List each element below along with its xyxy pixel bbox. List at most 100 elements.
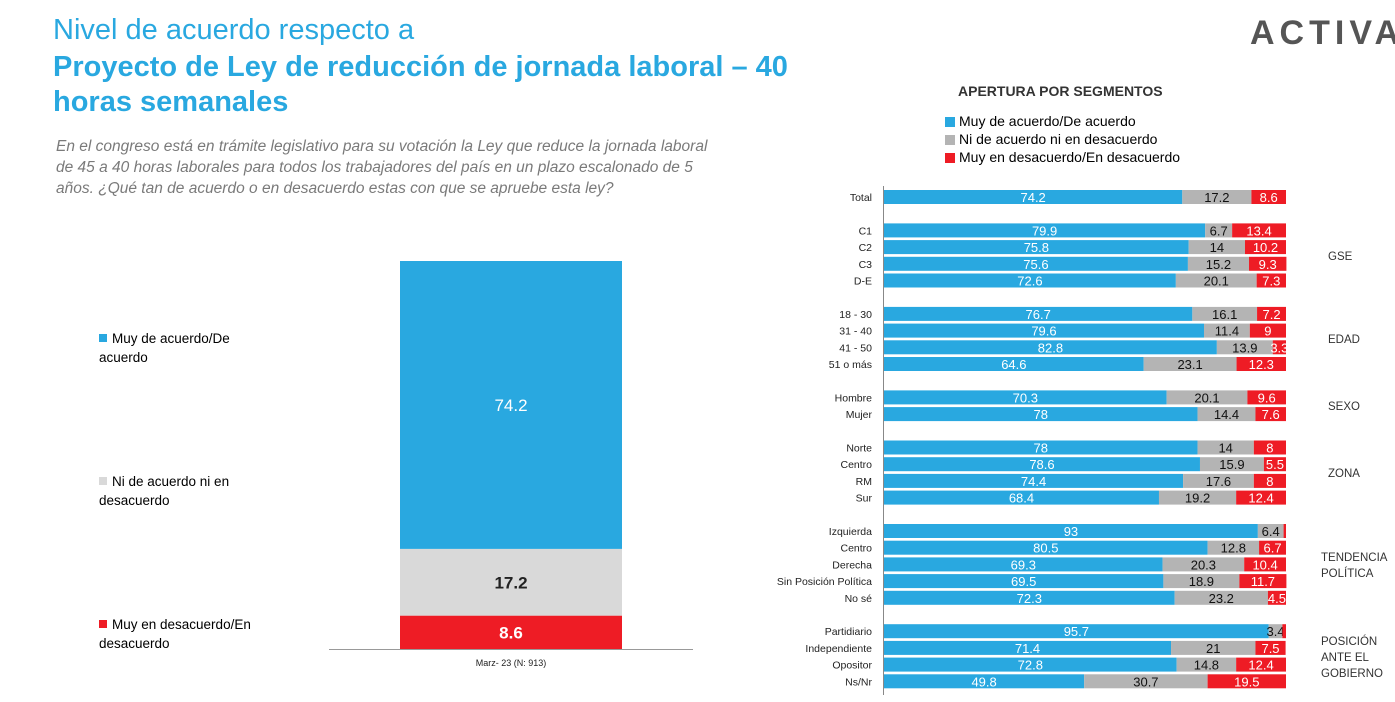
segment-row-label: Centro: [840, 459, 872, 471]
segment-value-label-agree: 79.6: [1031, 324, 1056, 339]
segment-bar-neutral: [1162, 557, 1245, 572]
segment-bar-agree: [884, 240, 1189, 255]
segment-value-label-agree: 68.4: [1009, 491, 1034, 506]
brand-logo: ACTIVA: [1250, 14, 1395, 52]
segments-legend-label-disagree: Muy en desacuerdo/En desacuerdo: [959, 149, 1181, 165]
segment-row-label: D-E: [854, 276, 872, 288]
segment-bar-agree: [884, 440, 1198, 455]
segment-value-label-neutral: 20.1: [1204, 274, 1229, 289]
segment-bar-neutral: [1143, 357, 1237, 371]
segment-bar-disagree: [1207, 674, 1286, 689]
segment-value-label-neutral: 17.6: [1206, 474, 1231, 489]
segment-value-label-disagree: 7.6: [1262, 407, 1280, 422]
segment-value-label-agree: 78.6: [1029, 457, 1054, 472]
segment-value-label-neutral: 6.4: [1262, 524, 1280, 539]
segment-value-label-neutral: 23.1: [1177, 357, 1202, 372]
segment-value-label-disagree: 12.4: [1248, 491, 1273, 506]
segment-bar-neutral: [1171, 640, 1256, 655]
segment-row-label: Ns/Nr: [845, 676, 872, 688]
segment-group-label: SEXO: [1328, 401, 1360, 414]
segment-value-label-disagree: 8.6: [1260, 190, 1278, 205]
segment-bar-disagree: [1249, 323, 1286, 338]
segment-value-label-agree: 93: [1064, 524, 1078, 539]
main-bar-label-neutral: 17.2: [494, 573, 527, 592]
segment-bar-agree: [884, 557, 1163, 572]
segment-row-label: 51 o más: [829, 359, 872, 371]
segment-group-label: GSE: [1328, 250, 1353, 263]
segment-value-label-disagree: 4.5: [1268, 591, 1286, 606]
segment-row-label: Norte: [846, 443, 872, 455]
segment-value-label-neutral: 15.2: [1206, 257, 1231, 272]
segment-bar-disagree: [1249, 256, 1287, 271]
segment-row-label: Mujer: [846, 409, 873, 421]
segments-legend-label-agree: Muy de acuerdo/De acuerdo: [959, 113, 1136, 129]
segment-bar-agree: [884, 407, 1198, 422]
segment-value-label-agree: 75.8: [1024, 240, 1049, 255]
main-bar-label-agree: 74.2: [494, 396, 527, 415]
segment-bar-disagree: [1259, 540, 1286, 555]
segments-legend-label-neutral: Ni de acuerdo ni en desacuerdo: [959, 131, 1158, 147]
legend-swatch-neutral: [99, 477, 107, 485]
segment-bar-neutral: [1203, 323, 1250, 338]
survey-question: En el congreso está en trámite legislati…: [56, 138, 708, 197]
segment-value-label-neutral: 20.3: [1191, 557, 1216, 572]
segment-value-label-disagree: 8: [1266, 474, 1273, 489]
segment-bar-agree: [884, 490, 1159, 505]
segment-bar-agree: [884, 473, 1184, 488]
segment-bar-disagree: [1256, 273, 1286, 288]
legend-label-disagree: Muy en desacuerdo/En desacuerdo: [99, 617, 251, 651]
segment-value-label-neutral: 14.4: [1214, 407, 1239, 422]
segment-bar-disagree: [1283, 524, 1286, 538]
segment-value-label-neutral: 30.7: [1133, 674, 1158, 689]
segment-row-label: Hombre: [835, 392, 873, 404]
title-line-2: Proyecto de Ley de reducción de jornada …: [53, 51, 788, 118]
main-category-label: Marz- 23 (N: 913): [476, 658, 547, 668]
segment-row-label: Centro: [840, 543, 872, 555]
main-legend-agree: Muy de acuerdo/De acuerdo: [99, 329, 279, 367]
segment-bar-agree: [884, 657, 1177, 672]
segment-value-label-agree: 80.5: [1033, 541, 1058, 556]
segment-bar-agree: [884, 590, 1175, 605]
segment-bar-disagree: [1244, 557, 1286, 572]
legend-label-neutral: Ni de acuerdo ni en desacuerdo: [99, 474, 230, 508]
segment-row-label: Independiente: [805, 643, 872, 655]
segment-bar-agree: [884, 190, 1183, 204]
segment-bar-disagree: [1232, 223, 1286, 238]
segment-value-label-neutral: 14: [1210, 240, 1224, 255]
segment-value-label-agree: 72.6: [1017, 274, 1042, 289]
segment-row-label: Izquierda: [829, 526, 872, 538]
segment-bar-agree: [884, 540, 1208, 555]
segments-title: APERTURA POR SEGMENTOS: [958, 83, 1163, 99]
segment-value-label-agree: 78: [1034, 407, 1048, 422]
segment-row-label: No sé: [845, 593, 873, 605]
segment-bar-neutral: [1174, 590, 1268, 605]
segment-value-label-agree: 76.7: [1026, 307, 1051, 322]
segment-row-label: Total: [850, 192, 872, 204]
segment-value-label-agree: 72.3: [1017, 591, 1042, 606]
segment-row-label: Sur: [856, 493, 873, 505]
segment-value-label-neutral: 6.7: [1210, 223, 1228, 238]
segment-bar-neutral: [1207, 540, 1260, 555]
segment-bar-agree: [884, 674, 1085, 689]
segment-bar-disagree: [1253, 473, 1286, 488]
segment-value-label-disagree: 19.5: [1234, 674, 1259, 689]
segment-value-label-neutral: 17.2: [1204, 190, 1229, 205]
segment-value-label-agree: 71.4: [1015, 641, 1040, 656]
segment-bar-neutral: [1197, 407, 1256, 422]
segment-value-label-neutral: 14: [1218, 441, 1232, 456]
segment-value-label-agree: 75.6: [1023, 257, 1048, 272]
segment-row-label: C3: [859, 259, 873, 271]
segment-bar-agree: [884, 340, 1217, 355]
segments-swatch-agree: [945, 117, 955, 127]
segment-bar-agree: [884, 390, 1167, 405]
legend-swatch-agree: [99, 334, 107, 342]
segment-value-label-disagree: 12.3: [1249, 357, 1274, 372]
segment-bar-neutral: [1197, 440, 1254, 455]
segment-row-label: 41 - 50: [839, 342, 872, 354]
segment-row-label: Derecha: [832, 559, 872, 571]
segment-value-label-neutral: 23.2: [1209, 591, 1234, 606]
segments-swatch-disagree: [945, 153, 955, 163]
segment-group-label: TENDENCIA POLÍTICA: [1321, 551, 1388, 580]
segment-value-label-agree: 74.2: [1020, 190, 1045, 205]
segment-bar-neutral: [1158, 490, 1237, 505]
